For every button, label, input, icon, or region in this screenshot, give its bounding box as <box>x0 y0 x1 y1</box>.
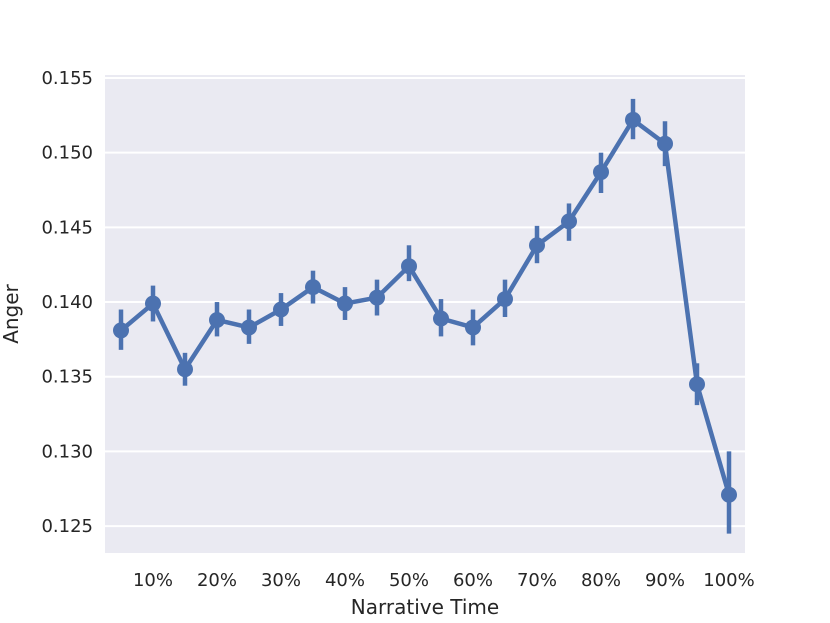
x-tick-label: 90% <box>645 570 685 591</box>
x-tick-label: 50% <box>389 570 429 591</box>
x-tick-label: 100% <box>703 570 754 591</box>
y-tick-label: 0.140 <box>41 292 93 313</box>
y-tick-labels: 0.125 0.130 0.135 0.140 0.145 0.150 0.155 <box>41 68 93 537</box>
plot-area <box>105 75 745 553</box>
data-point <box>337 295 353 312</box>
x-tick-label: 40% <box>325 570 365 591</box>
data-point <box>113 322 129 339</box>
x-tick-label: 20% <box>197 570 237 591</box>
data-point <box>273 301 289 318</box>
data-point <box>561 213 577 230</box>
x-tick-labels: 10% 20% 30% 40% 50% 60% 70% 80% 90% 100% <box>133 570 755 591</box>
data-point <box>657 135 673 152</box>
y-axis-label: Anger <box>0 283 23 343</box>
x-tick-label: 30% <box>261 570 301 591</box>
x-tick-label: 70% <box>517 570 557 591</box>
data-point <box>177 361 193 378</box>
y-tick-label: 0.150 <box>41 143 93 164</box>
data-point <box>145 295 161 312</box>
y-tick-label: 0.125 <box>41 516 93 537</box>
data-point <box>369 289 385 306</box>
series-anger <box>113 98 737 534</box>
data-point <box>529 237 545 254</box>
data-point <box>433 310 449 327</box>
data-point <box>593 164 609 181</box>
data-point <box>241 319 257 336</box>
y-tick-label: 0.145 <box>41 217 93 238</box>
data-point <box>465 319 481 336</box>
y-tick-label: 0.130 <box>41 441 93 462</box>
data-point <box>305 279 321 296</box>
gridlines <box>105 76 745 528</box>
x-axis-label: Narrative Time <box>351 595 499 619</box>
data-point <box>721 486 737 503</box>
x-tick-label: 60% <box>453 570 493 591</box>
data-point <box>497 291 513 308</box>
y-tick-label: 0.155 <box>41 68 93 89</box>
y-tick-label: 0.135 <box>41 367 93 388</box>
data-point <box>209 311 225 328</box>
x-tick-label: 10% <box>133 570 173 591</box>
data-point <box>689 376 705 393</box>
x-tick-label: 80% <box>581 570 621 591</box>
data-point <box>625 111 641 128</box>
data-point <box>401 258 417 275</box>
